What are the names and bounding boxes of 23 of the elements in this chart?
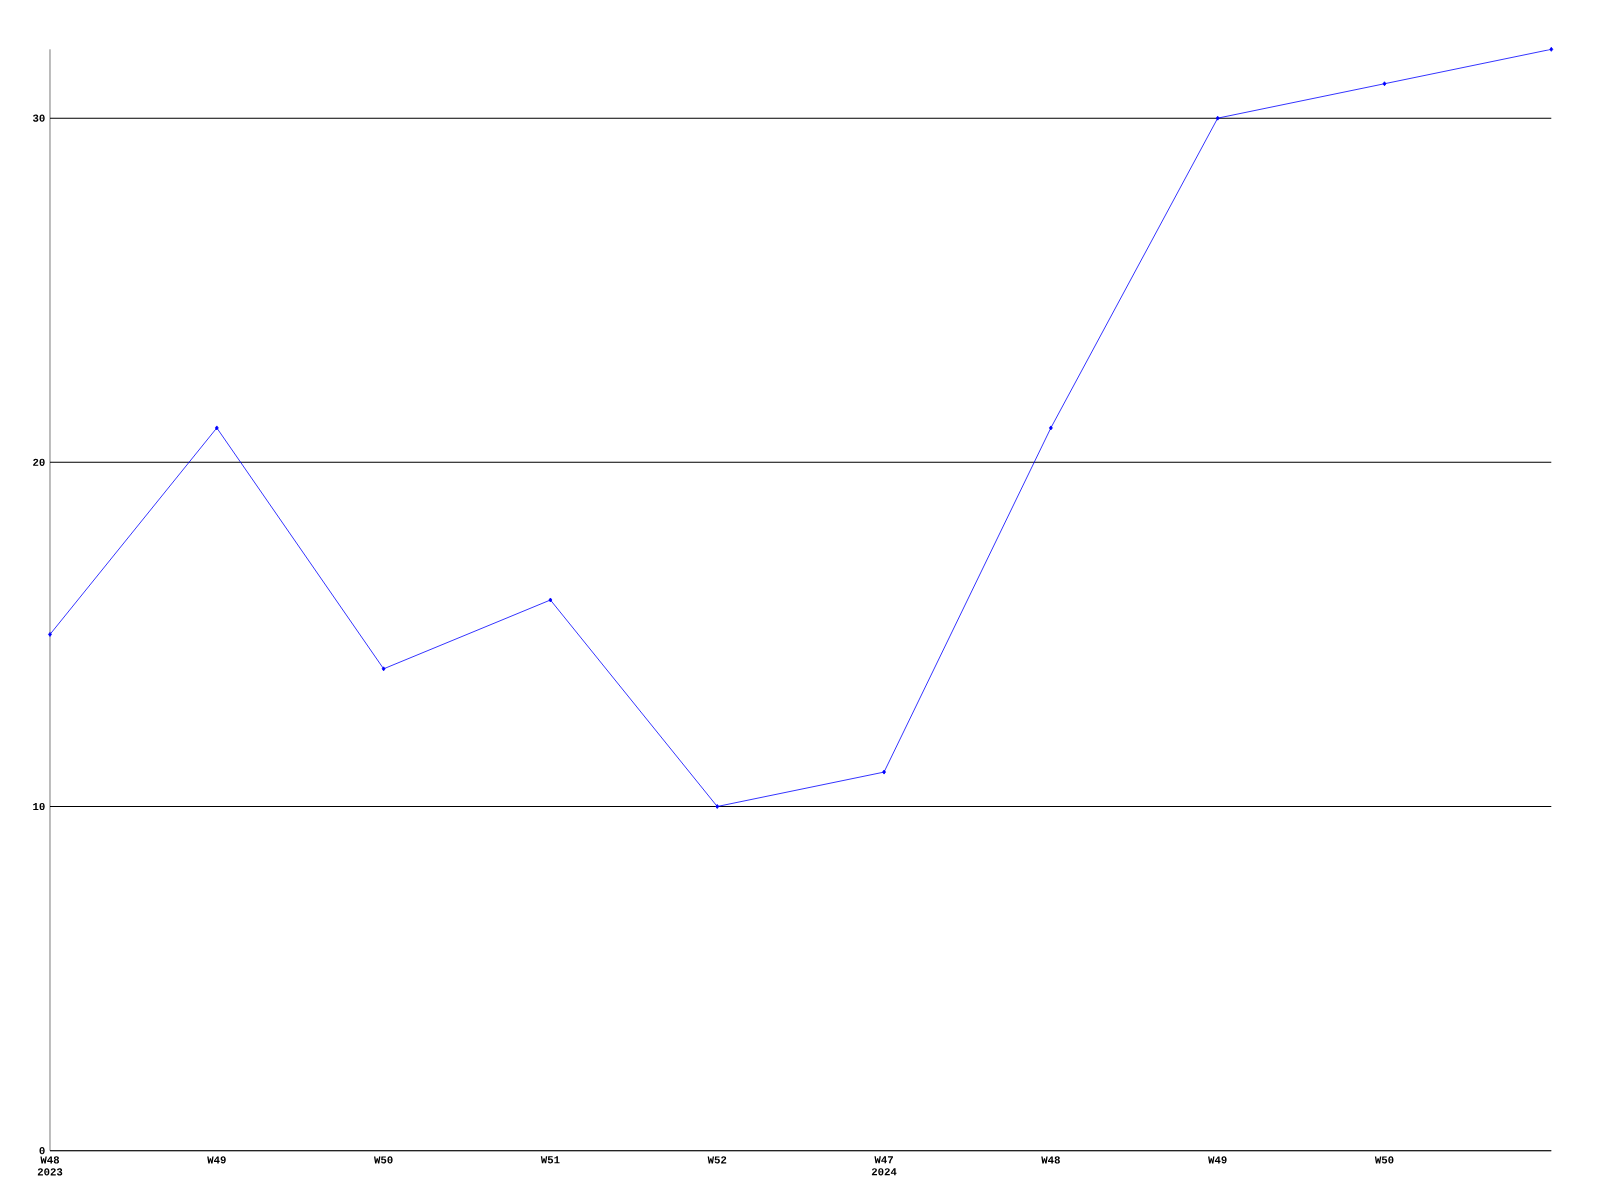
point: [381, 666, 386, 672]
point: [882, 769, 886, 775]
point: [715, 804, 720, 809]
x-tick-label: W50: [374, 1156, 393, 1164]
x-tick-label: W48 2023: [37, 1156, 63, 1176]
x-tick-label: W48: [1041, 1156, 1060, 1164]
x-tick-label: W52: [707, 1156, 727, 1164]
point: [1549, 46, 1554, 52]
y-tick-label: 0: [39, 1147, 45, 1155]
y-tick-label: 20: [33, 458, 45, 466]
point: [548, 597, 553, 603]
y-tick-label: 10: [33, 802, 45, 811]
x-tick-label: W49: [207, 1156, 226, 1164]
x-tick-label: W50: [1374, 1156, 1394, 1164]
point: [1215, 115, 1220, 121]
point: [214, 425, 219, 431]
point: [48, 632, 52, 637]
x-tick-label: W51: [540, 1156, 560, 1164]
x-tick-label: W47 2024: [871, 1156, 897, 1176]
y-tick-label: 30: [32, 114, 45, 122]
point: [1382, 81, 1387, 87]
x-tick-label: W49: [1208, 1156, 1227, 1164]
point: [1048, 425, 1053, 431]
